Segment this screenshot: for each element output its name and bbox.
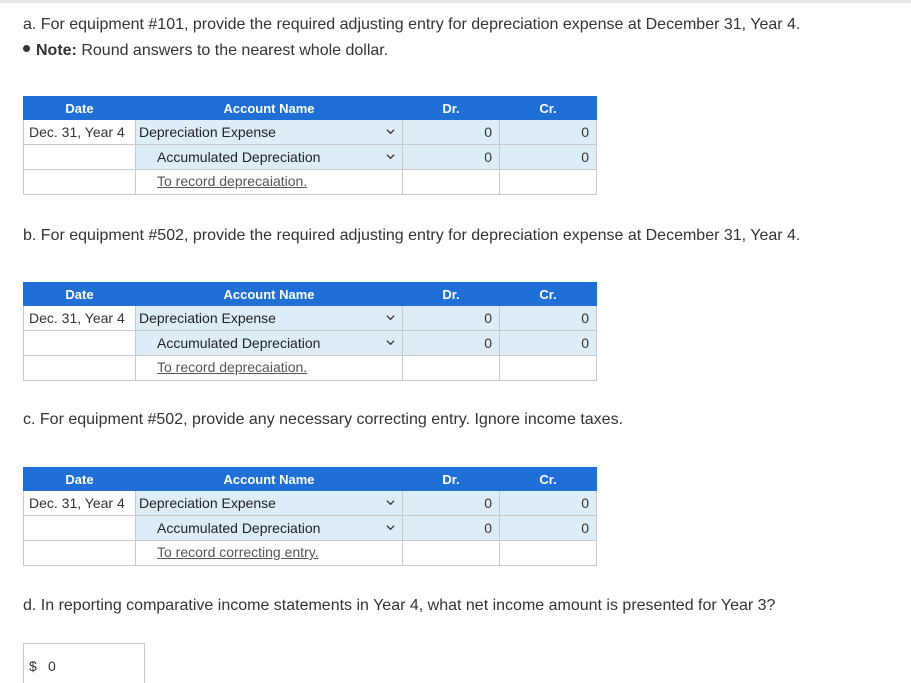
net-income-value: 0 (48, 658, 56, 674)
empty-date-cell (23, 355, 136, 381)
account-select-credit[interactable]: Accumulated Depreciation (135, 330, 403, 356)
memo-cell: To record correcting entry. (135, 540, 403, 566)
entry-date: Dec. 31, Year 4 (23, 490, 136, 516)
chevron-down-icon[interactable] (386, 523, 395, 532)
table-header-row: Date Account Name Dr. Cr. (23, 282, 597, 306)
header-dr: Dr. (402, 467, 500, 491)
header-date: Date (23, 467, 136, 491)
note-text: Round answers to the nearest whole dolla… (76, 42, 389, 59)
header-cr: Cr. (499, 96, 597, 120)
chevron-down-icon[interactable] (386, 338, 395, 347)
account-value: Depreciation Expense (139, 310, 276, 326)
rounding-note: Note: Round answers to the nearest whole… (23, 42, 388, 60)
credit-input[interactable]: 0 (499, 330, 597, 356)
journal-table-b: Date Account Name Dr. Cr. Dec. 31, Year … (23, 282, 597, 381)
debit-input[interactable]: 0 (402, 515, 500, 541)
empty-cell (402, 355, 500, 381)
credit-input[interactable]: 0 (499, 305, 597, 331)
header-dr: Dr. (402, 96, 500, 120)
top-divider (0, 0, 911, 3)
currency-symbol: $ (29, 658, 37, 674)
empty-date-cell (23, 515, 136, 541)
empty-cell (499, 355, 597, 381)
entry-memo: To record correcting entry. (157, 544, 319, 560)
account-value: Accumulated Depreciation (157, 149, 321, 165)
empty-cell (402, 169, 500, 195)
header-account: Account Name (135, 282, 403, 306)
net-income-input[interactable]: $ 0 (23, 643, 145, 683)
credit-input[interactable]: 0 (499, 515, 597, 541)
header-date: Date (23, 282, 136, 306)
entry-date: Dec. 31, Year 4 (23, 119, 136, 145)
empty-date-cell (23, 144, 136, 170)
debit-input[interactable]: 0 (402, 490, 500, 516)
credit-input[interactable]: 0 (499, 490, 597, 516)
table-header-row: Date Account Name Dr. Cr. (23, 96, 597, 120)
table-row: Dec. 31, Year 4 Depreciation Expense 0 0 (23, 119, 597, 145)
chevron-down-icon[interactable] (386, 152, 395, 161)
account-value: Accumulated Depreciation (157, 520, 321, 536)
question-c-text: c. For equipment #502, provide any neces… (23, 411, 624, 428)
chevron-down-icon[interactable] (386, 498, 395, 507)
empty-cell (499, 540, 597, 566)
debit-input[interactable]: 0 (402, 119, 500, 145)
question-b-text: b. For equipment #502, provide the requi… (23, 227, 801, 244)
account-value: Depreciation Expense (139, 495, 276, 511)
table-row: Dec. 31, Year 4 Depreciation Expense 0 0 (23, 490, 597, 516)
header-date: Date (23, 96, 136, 120)
debit-input[interactable]: 0 (402, 144, 500, 170)
table-row: Dec. 31, Year 4 Depreciation Expense 0 0 (23, 305, 597, 331)
table-row: To record deprecaiation. (23, 355, 597, 381)
account-value: Accumulated Depreciation (157, 335, 321, 351)
account-select-debit[interactable]: Depreciation Expense (135, 119, 403, 145)
header-account: Account Name (135, 467, 403, 491)
note-label: Note: (36, 42, 77, 59)
table-row: Accumulated Depreciation 0 0 (23, 144, 597, 170)
account-select-debit[interactable]: Depreciation Expense (135, 490, 403, 516)
empty-cell (499, 169, 597, 195)
table-header-row: Date Account Name Dr. Cr. (23, 467, 597, 491)
question-a-text: a. For equipment #101, provide the requi… (23, 16, 801, 33)
table-row: To record deprecaiation. (23, 169, 597, 195)
question-d-text: d. In reporting comparative income state… (23, 597, 776, 614)
account-select-credit[interactable]: Accumulated Depreciation (135, 515, 403, 541)
memo-cell: To record deprecaiation. (135, 169, 403, 195)
header-account: Account Name (135, 96, 403, 120)
account-value: Depreciation Expense (139, 124, 276, 140)
chevron-down-icon[interactable] (386, 313, 395, 322)
chevron-down-icon[interactable] (386, 127, 395, 136)
empty-cell (402, 540, 500, 566)
entry-memo: To record deprecaiation. (157, 173, 308, 189)
entry-date: Dec. 31, Year 4 (23, 305, 136, 331)
credit-input[interactable]: 0 (499, 119, 597, 145)
table-row: Accumulated Depreciation 0 0 (23, 330, 597, 356)
journal-table-a: Date Account Name Dr. Cr. Dec. 31, Year … (23, 96, 597, 195)
debit-input[interactable]: 0 (402, 305, 500, 331)
credit-input[interactable]: 0 (499, 144, 597, 170)
header-cr: Cr. (499, 282, 597, 306)
empty-date-cell (23, 169, 136, 195)
account-select-debit[interactable]: Depreciation Expense (135, 305, 403, 331)
debit-input[interactable]: 0 (402, 330, 500, 356)
memo-cell: To record deprecaiation. (135, 355, 403, 381)
account-select-credit[interactable]: Accumulated Depreciation (135, 144, 403, 170)
header-cr: Cr. (499, 467, 597, 491)
entry-memo: To record deprecaiation. (157, 359, 308, 375)
bullet-icon (23, 45, 30, 53)
table-row: To record correcting entry. (23, 540, 597, 566)
header-dr: Dr. (402, 282, 500, 306)
empty-date-cell (23, 540, 136, 566)
journal-table-c: Date Account Name Dr. Cr. Dec. 31, Year … (23, 467, 597, 566)
empty-date-cell (23, 330, 136, 356)
table-row: Accumulated Depreciation 0 0 (23, 515, 597, 541)
